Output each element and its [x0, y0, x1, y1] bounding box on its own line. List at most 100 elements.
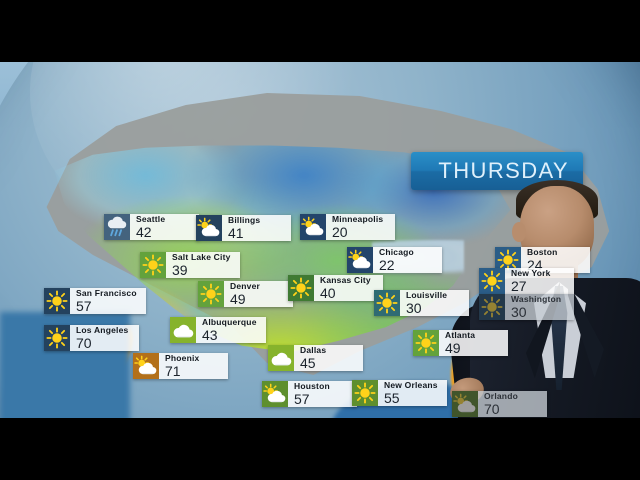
city-name: Los Angeles	[76, 325, 129, 336]
sun-icon	[44, 288, 70, 314]
city-name: Salt Lake City	[172, 252, 231, 263]
city-forecast-kansas-city[interactable]: Kansas City 40	[288, 275, 383, 301]
city-forecast-text: San Francisco 57	[70, 288, 146, 314]
city-temperature: 20	[332, 223, 348, 240]
city-temperature: 27	[511, 277, 527, 294]
city-temperature: 70	[76, 334, 92, 351]
city-name: New Orleans	[384, 380, 438, 391]
city-name: Chicago	[379, 247, 414, 258]
city-name: Albuquerque	[202, 317, 257, 328]
city-temperature: 41	[228, 224, 244, 241]
city-forecast-new-york[interactable]: New York 27	[479, 268, 574, 294]
city-forecast-text: Louisville 30	[400, 290, 469, 316]
sun-behind-cloud-icon	[347, 247, 373, 273]
city-forecast-text: Los Angeles 70	[70, 325, 139, 351]
city-forecast-new-orleans[interactable]: New Orleans 55	[352, 380, 447, 406]
city-name: San Francisco	[76, 288, 137, 299]
city-forecast-phoenix[interactable]: Phoenix 71	[133, 353, 228, 379]
city-forecast-text: Orlando 70	[478, 391, 547, 417]
city-temperature: 57	[76, 297, 92, 314]
city-name: Dallas	[300, 345, 327, 356]
city-forecast-san-francisco[interactable]: San Francisco 57	[44, 288, 146, 314]
city-temperature: 45	[300, 354, 316, 371]
day-banner-label: THURSDAY	[438, 158, 569, 183]
sun-icon	[413, 330, 439, 356]
city-forecast-washington[interactable]: Washington 30	[479, 294, 574, 320]
city-forecast-orlando[interactable]: Orlando 70	[452, 391, 547, 417]
sun-behind-cloud-icon	[133, 353, 159, 379]
city-forecast-text: Seattle 42	[130, 214, 199, 240]
sun-icon	[44, 325, 70, 351]
sun-icon	[198, 281, 224, 307]
city-forecast-houston[interactable]: Houston 57	[262, 381, 357, 407]
video-frame: THURSDAY Seattle 42 Billings 41 Minneapolis 2…	[0, 62, 640, 418]
city-temperature: 71	[165, 362, 181, 379]
city-forecast-text: Houston 57	[288, 381, 357, 407]
city-forecast-text: Minneapolis 20	[326, 214, 395, 240]
city-forecast-text: Atlanta 49	[439, 330, 508, 356]
sun-icon	[479, 268, 505, 294]
city-temperature: 40	[320, 284, 336, 301]
city-name: Denver	[230, 281, 261, 292]
city-temperature: 22	[379, 256, 395, 273]
sun-icon	[288, 275, 314, 301]
city-forecast-dallas[interactable]: Dallas 45	[268, 345, 363, 371]
city-forecast-salt-lake-city[interactable]: Salt Lake City 39	[140, 252, 240, 278]
cloud-icon	[170, 317, 196, 343]
city-forecast-text: Denver 49	[224, 281, 293, 307]
city-forecast-text: Albuquerque 43	[196, 317, 266, 343]
city-forecast-atlanta[interactable]: Atlanta 49	[413, 330, 508, 356]
city-forecast-text: Phoenix 71	[159, 353, 228, 379]
sun-behind-cloud-icon	[262, 381, 288, 407]
cloud-icon	[268, 345, 294, 371]
city-forecast-text: New York 27	[505, 268, 574, 294]
city-temperature: 55	[384, 389, 400, 406]
city-temperature: 57	[294, 390, 310, 407]
rain-cloud-icon	[104, 214, 130, 240]
city-forecast-text: Billings 41	[222, 215, 291, 241]
presenter-ear	[512, 222, 526, 242]
city-temperature: 39	[172, 261, 188, 278]
city-temperature: 30	[511, 303, 527, 320]
sun-icon	[140, 252, 166, 278]
city-name: Boston	[527, 247, 558, 258]
sun-icon	[374, 290, 400, 316]
city-temperature: 70	[484, 400, 500, 417]
city-name: Louisville	[406, 290, 448, 301]
city-temperature: 49	[230, 290, 246, 307]
city-name: Atlanta	[445, 330, 476, 341]
city-name: Houston	[294, 381, 330, 392]
city-name: Minneapolis	[332, 214, 384, 225]
sun-behind-cloud-icon	[452, 391, 478, 417]
city-forecast-louisville[interactable]: Louisville 30	[374, 290, 469, 316]
city-forecast-text: Washington 30	[505, 294, 574, 320]
city-forecast-billings[interactable]: Billings 41	[196, 215, 291, 241]
city-forecast-text: Dallas 45	[294, 345, 363, 371]
city-name: Orlando	[484, 391, 518, 402]
sun-icon	[352, 380, 378, 406]
city-forecast-text: Chicago 22	[373, 247, 442, 273]
city-forecast-chicago[interactable]: Chicago 22	[347, 247, 442, 273]
city-name: Seattle	[136, 214, 166, 225]
city-forecast-los-angeles[interactable]: Los Angeles 70	[44, 325, 139, 351]
sun-behind-cloud-icon	[196, 215, 222, 241]
city-forecast-text: Kansas City 40	[314, 275, 383, 301]
city-forecast-minneapolis[interactable]: Minneapolis 20	[300, 214, 395, 240]
city-temperature: 49	[445, 339, 461, 356]
city-temperature: 42	[136, 223, 152, 240]
city-name: Kansas City	[320, 275, 371, 286]
city-forecast-seattle[interactable]: Seattle 42	[104, 214, 199, 240]
city-forecast-text: New Orleans 55	[378, 380, 447, 406]
sun-icon	[479, 294, 505, 320]
city-forecast-text: Salt Lake City 39	[166, 252, 240, 278]
city-forecast-albuquerque[interactable]: Albuquerque 43	[170, 317, 266, 343]
city-name: Phoenix	[165, 353, 200, 364]
sun-behind-cloud-icon	[300, 214, 326, 240]
city-name: Washington	[511, 294, 562, 305]
city-forecast-denver[interactable]: Denver 49	[198, 281, 293, 307]
city-name: Billings	[228, 215, 261, 226]
city-temperature: 30	[406, 299, 422, 316]
city-name: New York	[511, 268, 551, 279]
city-temperature: 43	[202, 326, 218, 343]
